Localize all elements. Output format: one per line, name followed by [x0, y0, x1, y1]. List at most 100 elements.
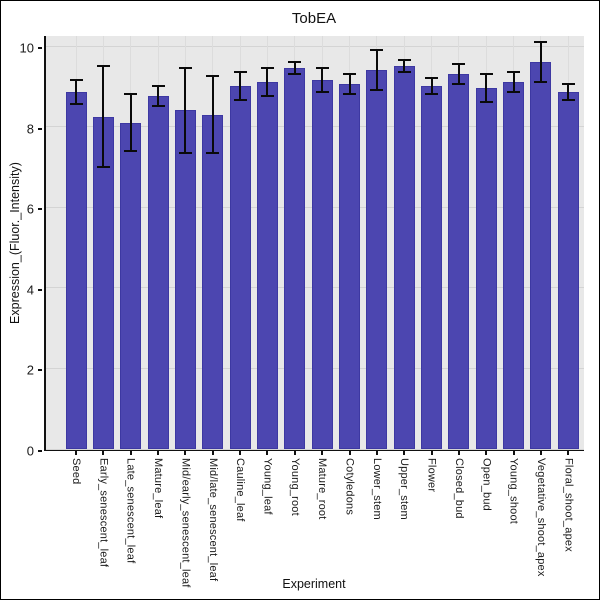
error-bar-stem — [266, 68, 269, 97]
bar — [202, 114, 224, 449]
error-bar-stem — [430, 78, 433, 95]
error-bar-stem — [567, 84, 570, 101]
x-tick-label: Vegetative_shoot_apex — [534, 458, 547, 577]
bar — [475, 88, 497, 449]
error-bar-stem — [184, 68, 187, 153]
error-bar-cap-bottom — [370, 89, 384, 92]
error-bar-stem — [293, 62, 296, 75]
y-tick-label: 6 — [26, 201, 34, 217]
error-bar-stem — [102, 66, 105, 167]
error-bar-stem — [157, 86, 160, 107]
x-tick-mark — [184, 451, 187, 455]
x-tick-mark — [512, 451, 515, 455]
error-bar-cap-bottom — [124, 149, 138, 152]
error-bar-stem — [512, 72, 515, 93]
x-tick-label: Early_senescent_leaf — [97, 458, 110, 568]
x-axis-title: Experiment — [282, 577, 346, 591]
x-tick-label: Floral_shoot_apex — [562, 458, 575, 552]
error-bar-cap-top — [343, 73, 356, 76]
bar — [284, 68, 306, 449]
x-tick-mark — [567, 451, 570, 455]
error-bar-cap-bottom — [96, 165, 110, 168]
x-tick-mark — [129, 451, 132, 455]
error-bar-cap-top — [397, 59, 411, 62]
bar — [311, 80, 333, 449]
x-tick-label: Closed_bud — [452, 458, 465, 519]
y-tick-mark — [38, 369, 42, 372]
bar — [393, 66, 415, 449]
bar — [174, 110, 196, 449]
error-bar-cap-top — [96, 65, 110, 68]
bar — [229, 86, 251, 449]
error-bar-cap-bottom — [288, 73, 302, 76]
y-axis: 0 2 4 6 8 10 — [1, 36, 42, 459]
x-tick-label: Lower_stem — [370, 458, 383, 520]
error-bar-stem — [129, 94, 132, 151]
y-tick-mark — [38, 47, 42, 49]
x-tick-mark — [539, 451, 542, 455]
bar — [65, 92, 87, 449]
bar — [256, 82, 278, 449]
error-bar-cap-top — [69, 79, 83, 82]
y-tick-label: 2 — [26, 362, 34, 378]
error-bar-cap-top — [151, 85, 165, 88]
y-tick-mark — [38, 127, 42, 130]
error-bar-cap-bottom — [178, 151, 192, 154]
x-tick-mark — [293, 451, 296, 455]
error-bar-cap-bottom — [315, 91, 329, 94]
error-bar-cap-bottom — [260, 95, 274, 98]
error-bar-stem — [211, 76, 214, 153]
x-tick-mark — [457, 451, 460, 455]
error-bar-cap-top — [260, 67, 274, 70]
error-bar-cap-bottom — [534, 81, 548, 84]
x-tick-label: Cotyledons — [343, 458, 356, 516]
error-bar-cap-bottom — [507, 91, 521, 94]
bar — [530, 62, 552, 449]
error-bar-stem — [485, 74, 488, 103]
error-bar-stem — [239, 72, 242, 101]
error-bar-stem — [457, 64, 460, 85]
error-bar-cap-bottom — [479, 101, 493, 104]
x-tick-label: Young_root — [288, 458, 301, 516]
bar — [147, 96, 169, 449]
error-bar-cap-top — [206, 75, 220, 78]
x-tick-mark — [102, 451, 105, 455]
y-tick-label: 4 — [26, 282, 34, 298]
error-bar-cap-top — [561, 83, 575, 86]
x-axis: Seed Early_senescent_leaf Late_senescent_l… — [44, 451, 584, 596]
bar — [120, 122, 142, 449]
error-bar-cap-top — [178, 67, 192, 70]
y-tick-mark — [38, 288, 42, 291]
y-tick-mark — [38, 450, 42, 452]
y-gridline — [46, 45, 584, 47]
x-tick-label: Young_leaf — [261, 458, 274, 515]
x-tick-mark — [348, 451, 351, 455]
x-tick-label: Mid/early_senescent_leaf — [179, 458, 192, 588]
error-bar-cap-top — [288, 61, 302, 64]
bar — [503, 82, 525, 449]
x-tick-label: Upper_stem — [398, 458, 411, 520]
error-bar-stem — [539, 41, 542, 83]
error-bar-cap-top — [452, 63, 466, 66]
error-bar-cap-top — [370, 49, 384, 52]
x-tick-label: Cauline_leaf — [234, 458, 247, 522]
error-bar-cap-bottom — [397, 71, 411, 74]
y-tick-mark — [38, 208, 42, 211]
x-tick-label: Mature_root — [316, 458, 329, 520]
x-tick-label: Mature_leaf — [152, 458, 165, 519]
y-tick-label: 0 — [26, 443, 34, 459]
x-tick-mark — [375, 451, 378, 455]
x-tick-label: Mid/late_senescent_leaf — [206, 458, 219, 582]
bar — [366, 70, 388, 449]
error-bar-cap-top — [534, 40, 548, 43]
x-tick-label: Flower — [425, 458, 438, 493]
error-bar-cap-top — [315, 67, 329, 70]
bar — [557, 92, 579, 449]
plot-panel — [44, 36, 584, 451]
error-bar-cap-bottom — [452, 83, 466, 86]
error-bar-stem — [75, 80, 77, 105]
x-tick-mark — [430, 451, 433, 455]
chart-title: TobEA — [291, 10, 337, 27]
error-bar-stem — [348, 74, 351, 95]
